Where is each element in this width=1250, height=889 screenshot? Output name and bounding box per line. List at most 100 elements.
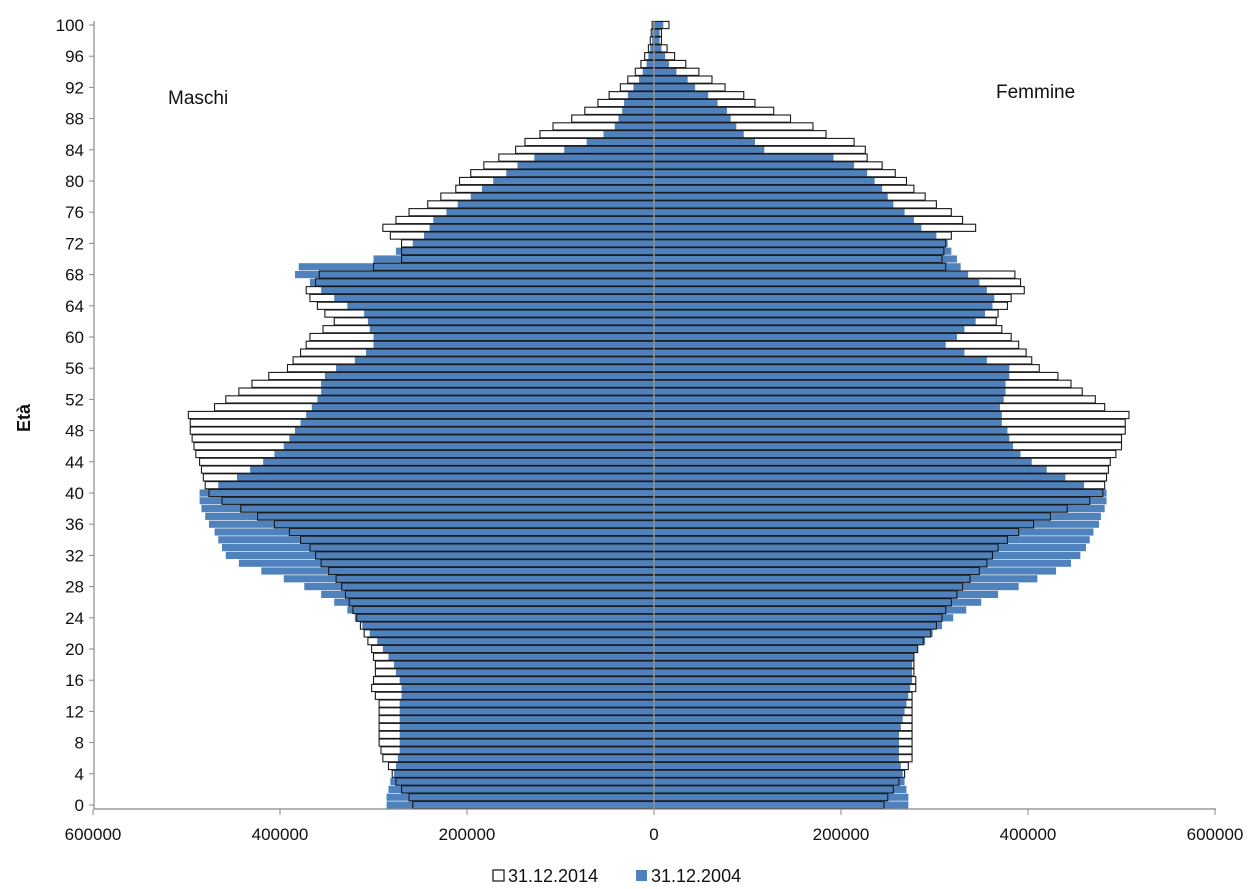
bar-2004-females-age-10 [654,723,901,731]
y-tick-label: 44 [65,453,84,472]
bar-2004-males-age-59 [373,341,654,349]
x-tick-label: 200000 [813,825,870,844]
bar-2004-females-age-75 [654,216,914,224]
bar-2004-females-age-45 [654,450,1021,458]
bar-2004-males-age-40 [199,489,654,497]
bar-2004-males-age-1 [386,793,654,801]
bar-2004-males-age-10 [399,723,654,731]
bar-2004-females-age-73 [654,232,937,240]
bar-2004-males-age-46 [283,442,654,450]
bar-2004-females-age-1 [654,793,909,801]
bar-2004-males-age-78 [470,193,654,201]
bar-2004-females-age-50 [654,411,1002,419]
bar-2004-males-age-93 [639,76,654,84]
bar-2004-females-age-24 [654,614,954,622]
bar-2004-females-age-67 [654,278,980,286]
bar-2004-males-age-79 [481,185,654,193]
bar-2004-males-age-23 [362,622,654,630]
bar-2004-females-age-3 [654,778,905,786]
y-tick-label: 16 [65,671,84,690]
bar-2004-females-age-15 [654,684,911,692]
bar-2004-females-age-23 [654,622,942,630]
x-tick-label: 0 [649,825,658,844]
bar-2004-females-age-7 [654,746,899,754]
bar-2004-males-age-13 [399,700,654,708]
y-tick-label: 60 [65,328,84,347]
bar-2004-females-age-79 [654,185,883,193]
bar-2004-males-age-58 [366,349,654,357]
bar-2004-females-age-92 [654,83,696,91]
y-tick-label: 36 [65,515,84,534]
bar-2004-females-age-95 [654,60,669,68]
females-label: Femmine [996,82,1075,103]
bar-2004-males-age-56 [336,364,654,372]
bar-2004-males-age-67 [309,278,654,286]
bar-2004-females-age-17 [654,668,913,676]
bar-2004-males-age-41 [218,481,655,489]
bar-2004-males-age-33 [222,544,654,552]
bar-2004-females-age-48 [654,427,1008,435]
y-tick-label: 28 [65,578,84,597]
bar-2004-males-age-21 [377,637,654,645]
bar-2004-males-age-42 [236,473,655,481]
bar-2004-females-age-25 [654,606,967,614]
legend-swatch-2004 [636,870,647,881]
y-tick-label: 40 [65,484,84,503]
bar-2004-females-age-16 [654,676,913,684]
bar-2004-males-age-61 [369,325,654,333]
x-tick-label: 400000 [1000,825,1057,844]
bar-2004-females-age-46 [654,442,1014,450]
bar-2004-females-age-98 [654,37,660,45]
bar-2004-females-age-64 [654,302,993,310]
bar-2004-males-age-19 [388,653,654,661]
x-tick-label: 200000 [439,825,496,844]
y-tick-label: 68 [65,266,84,285]
bar-2004-males-age-57 [354,356,654,364]
bar-2004-females-age-57 [654,356,987,364]
bar-2004-males-age-20 [382,645,654,653]
bar-2004-males-age-45 [274,450,654,458]
bar-2004-females-age-47 [654,434,1010,442]
bar-2004-males-age-96 [648,52,654,60]
bar-2004-females-age-13 [654,700,907,708]
bar-2004-females-age-2 [654,785,907,793]
bar-2004-females-age-5 [654,762,901,770]
bar-2004-females-age-43 [654,466,1047,474]
bar-2004-males-age-6 [397,754,654,762]
bar-2004-males-age-25 [347,606,654,614]
legend-swatch-2014 [492,869,505,882]
legend-label-2004: 31.12.2004 [651,866,741,886]
bar-2004-males-age-7 [399,746,654,754]
y-tick-label: 4 [75,765,84,784]
bar-2004-females-age-89 [654,107,727,115]
bar-2004-males-age-91 [627,91,654,99]
bar-2004-males-age-32 [225,551,654,559]
bar-2004-males-age-0 [386,801,654,809]
bar-2004-males-age-34 [218,536,655,544]
bar-2004-males-age-89 [622,107,654,115]
x-tick-label: 600000 [65,825,122,844]
y-tick-label: 76 [65,203,84,222]
bar-2004-females-age-33 [654,544,1086,552]
y-tick-label: 20 [65,640,84,659]
y-tick-label: 84 [65,141,84,160]
males-label: Maschi [168,88,228,109]
bar-2004-females-age-69 [654,263,961,271]
bar-2004-males-age-92 [633,83,654,91]
legend-label-2014: 31.12.2014 [508,866,598,886]
bar-2004-females-age-32 [654,551,1081,559]
bar-2004-males-age-82 [517,161,654,169]
bar-2004-males-age-76 [446,208,654,216]
bar-2004-males-age-26 [334,598,654,606]
bar-2004-males-age-62 [367,317,654,325]
y-tick-label: 80 [65,172,84,191]
bar-2004-females-age-84 [654,146,765,154]
bar-2004-males-age-66 [321,286,654,294]
bar-2004-females-age-90 [654,99,718,107]
bar-2004-females-age-66 [654,286,987,294]
bar-2004-females-age-40 [654,489,1107,497]
bar-2004-females-age-62 [654,317,976,325]
bar-2004-females-age-58 [654,349,965,357]
bar-2004-males-age-87 [614,122,654,130]
bar-2004-females-age-99 [654,29,660,37]
